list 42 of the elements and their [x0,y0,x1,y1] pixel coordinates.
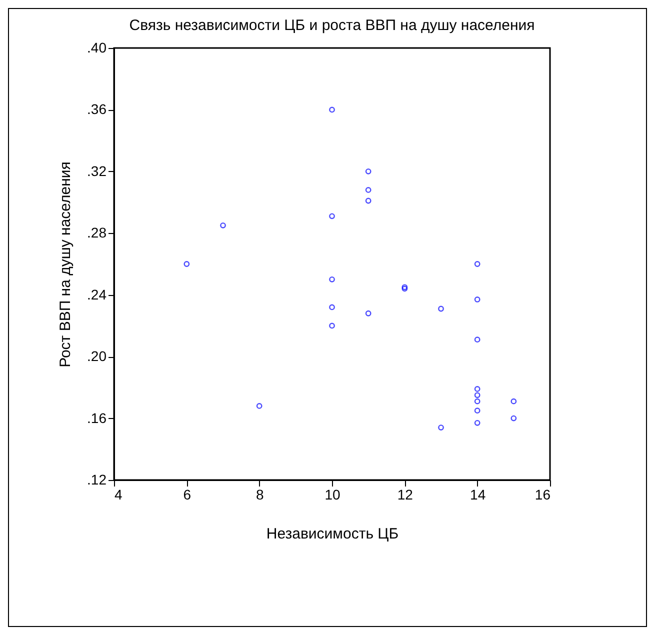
point [365,198,372,204]
y-tick-label: .32 [87,162,107,179]
x-tick-label: 12 [397,486,414,502]
point [329,213,335,220]
y-axis-title: Рост ВВП на душу населения [57,162,74,368]
point [329,322,335,329]
point [474,398,480,404]
point [510,398,517,404]
point [474,392,480,398]
x-tick-label: 10 [324,486,340,502]
y-tick-label: .28 [87,224,107,241]
x-tick-label: 6 [183,486,192,502]
y-tick-label: .12 [87,472,107,488]
point [474,420,480,426]
x-tick-label: 8 [256,486,264,502]
x-tick-label: 16 [534,486,551,502]
point [329,276,335,282]
y-tick-label: .40 [87,40,107,56]
point [365,310,372,316]
y-tick-label: .24 [87,286,107,302]
point [329,106,335,113]
point [474,261,480,267]
point [474,408,480,414]
x-tick-label: 14 [470,486,486,502]
y-tick-label: .16 [87,410,107,426]
point [220,222,226,228]
point [365,168,372,174]
point [474,296,480,302]
chart-title: Связь независимости ЦБ и роста ВВП на душу населения [129,17,535,34]
point [184,261,190,267]
x-axis-title: Независимость ЦБ [266,526,399,542]
point [365,187,372,193]
point [510,415,517,422]
y-tick-label: .36 [87,101,107,118]
x-tick-label: 4 [114,486,122,502]
point [474,386,480,392]
y-tick-label: .20 [87,348,107,364]
point [438,306,444,312]
point [256,403,262,409]
point [438,424,444,430]
point [329,304,335,310]
point [474,336,480,343]
